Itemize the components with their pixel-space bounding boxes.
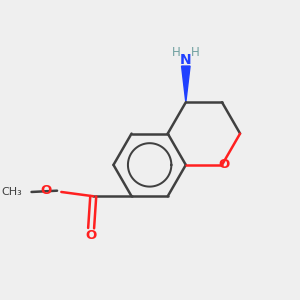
Text: N: N bbox=[180, 53, 192, 67]
Text: O: O bbox=[218, 158, 230, 171]
Text: H: H bbox=[191, 46, 200, 59]
Text: H: H bbox=[172, 46, 181, 59]
Text: O: O bbox=[41, 184, 52, 197]
Polygon shape bbox=[182, 66, 190, 102]
Text: O: O bbox=[85, 229, 97, 242]
Text: CH₃: CH₃ bbox=[2, 187, 22, 197]
